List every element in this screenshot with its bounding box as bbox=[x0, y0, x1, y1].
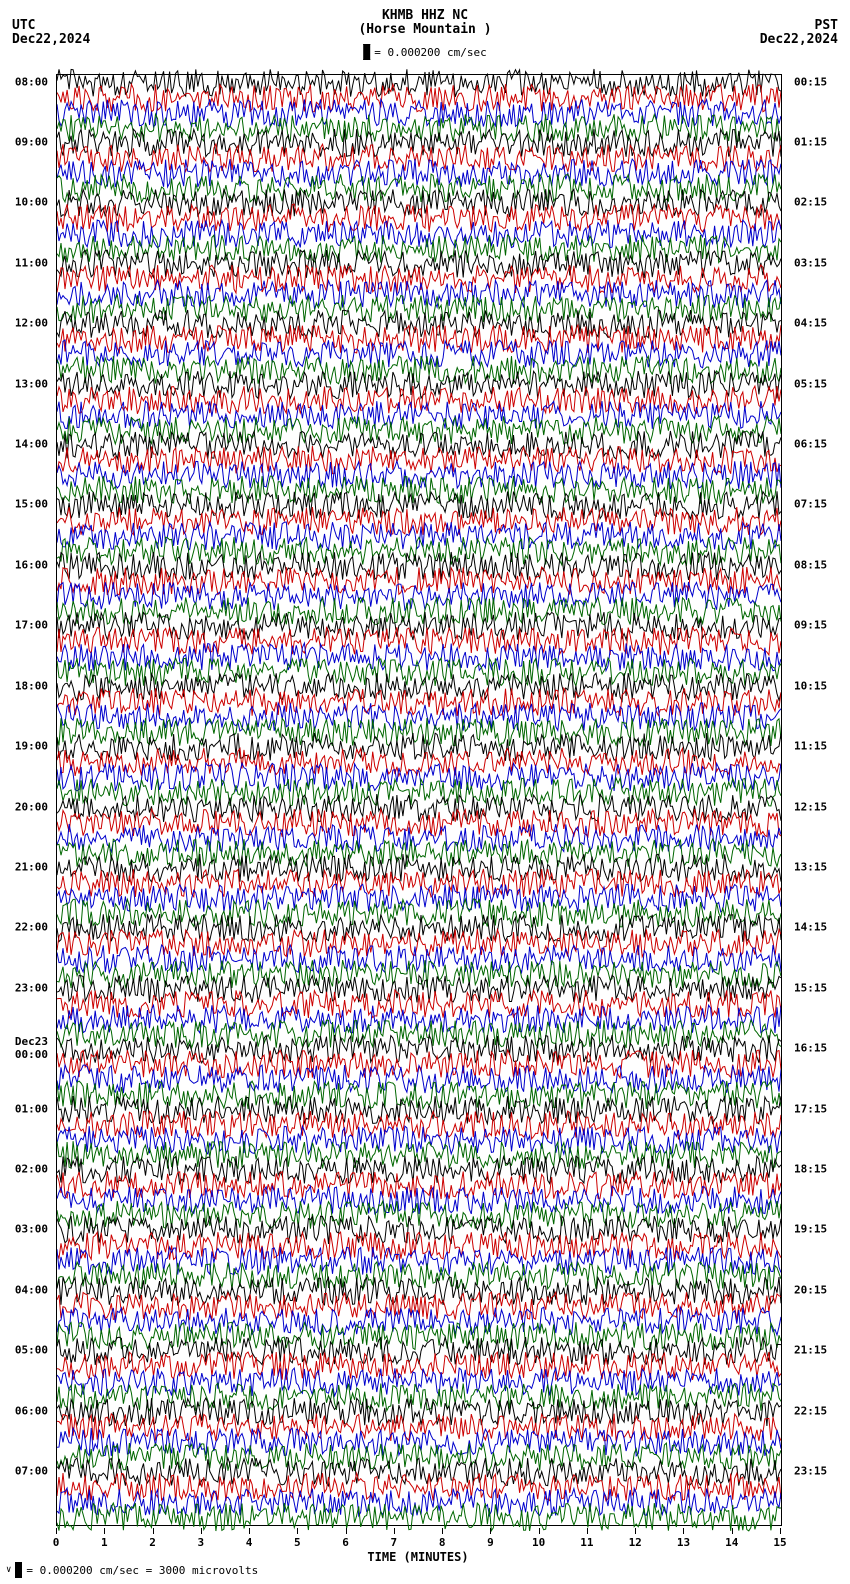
pst-hour-label: 16:15 bbox=[794, 1042, 827, 1055]
pst-label: PST bbox=[815, 18, 838, 33]
utc-hour-label: 04:00 bbox=[15, 1283, 48, 1296]
x-tick-label: 7 bbox=[391, 1536, 398, 1549]
pst-time-labels: 00:15 01:15 02:15 03:15 04:15 05:15 06:15 07:15… bbox=[790, 74, 850, 1524]
pst-hour-label: 18:15 bbox=[794, 1163, 827, 1176]
utc-hour-label: 20:00 bbox=[15, 800, 48, 813]
pst-hour-label: 20:15 bbox=[794, 1283, 827, 1296]
x-tick-label: 4 bbox=[246, 1536, 253, 1549]
pst-hour-label: 17:15 bbox=[794, 1102, 827, 1115]
pst-hour-label: 21:15 bbox=[794, 1344, 827, 1357]
utc-hour-label: 05:00 bbox=[15, 1344, 48, 1357]
pst-hour-label: 23:15 bbox=[794, 1465, 827, 1478]
x-tick-mark bbox=[297, 1528, 298, 1534]
x-axis: TIME (MINUTES) 0123456789101112131415 bbox=[56, 1528, 780, 1558]
utc-hour-label: 14:00 bbox=[15, 438, 48, 451]
utc-hour-label: 01:00 bbox=[15, 1102, 48, 1115]
pst-hour-label: 13:15 bbox=[794, 860, 827, 873]
x-tick-label: 2 bbox=[149, 1536, 156, 1549]
pst-date: Dec22,2024 bbox=[760, 32, 838, 47]
x-tick-label: 10 bbox=[532, 1536, 545, 1549]
x-tick-label: 12 bbox=[629, 1536, 642, 1549]
x-tick-mark bbox=[732, 1528, 733, 1534]
x-tick-mark bbox=[104, 1528, 105, 1534]
utc-hour-label: 15:00 bbox=[15, 498, 48, 511]
pst-hour-label: 22:15 bbox=[794, 1404, 827, 1417]
utc-date: Dec22,2024 bbox=[12, 32, 90, 47]
utc-hour-label: 08:00 bbox=[15, 75, 48, 88]
x-tick-mark bbox=[539, 1528, 540, 1534]
pst-hour-label: 10:15 bbox=[794, 679, 827, 692]
x-tick-mark bbox=[442, 1528, 443, 1534]
x-tick-label: 3 bbox=[197, 1536, 204, 1549]
utc-hour-label: 13:00 bbox=[15, 377, 48, 390]
footer-caret-icon: ∨ bbox=[6, 1565, 11, 1575]
helicorder-plot bbox=[56, 74, 782, 1526]
utc-hour-label: 03:00 bbox=[15, 1223, 48, 1236]
utc-hour-label: 06:00 bbox=[15, 1404, 48, 1417]
utc-hour-label: 12:00 bbox=[15, 317, 48, 330]
scale-indicator: = 0.000200 cm/sec bbox=[363, 44, 487, 60]
x-tick-label: 0 bbox=[53, 1536, 60, 1549]
pst-hour-label: 19:15 bbox=[794, 1223, 827, 1236]
utc-hour-label: 23:00 bbox=[15, 981, 48, 994]
pst-hour-label: 15:15 bbox=[794, 981, 827, 994]
pst-hour-label: 09:15 bbox=[794, 619, 827, 632]
utc-label: UTC bbox=[12, 18, 35, 33]
x-tick-label: 15 bbox=[773, 1536, 786, 1549]
x-tick-mark bbox=[587, 1528, 588, 1534]
utc-hour-label: 18:00 bbox=[15, 679, 48, 692]
x-tick-label: 13 bbox=[677, 1536, 690, 1549]
x-tick-mark bbox=[346, 1528, 347, 1534]
x-tick-label: 6 bbox=[342, 1536, 349, 1549]
pst-hour-label: 11:15 bbox=[794, 740, 827, 753]
pst-hour-label: 03:15 bbox=[794, 256, 827, 269]
pst-hour-label: 12:15 bbox=[794, 800, 827, 813]
pst-hour-label: 00:15 bbox=[794, 75, 827, 88]
utc-hour-label: 07:00 bbox=[15, 1465, 48, 1478]
utc-hour-label: 19:00 bbox=[15, 740, 48, 753]
x-tick-mark bbox=[153, 1528, 154, 1534]
x-tick-label: 14 bbox=[725, 1536, 738, 1549]
x-tick-mark bbox=[635, 1528, 636, 1534]
utc-hour-label: 22:00 bbox=[15, 921, 48, 934]
scale-bar-icon bbox=[15, 1562, 22, 1578]
footer-scale: ∨ = 0.000200 cm/sec = 3000 microvolts bbox=[6, 1562, 258, 1578]
pst-hour-label: 08:15 bbox=[794, 558, 827, 571]
x-tick-label: 8 bbox=[439, 1536, 446, 1549]
utc-hour-label: 09:00 bbox=[15, 135, 48, 148]
x-tick-mark bbox=[683, 1528, 684, 1534]
pst-hour-label: 01:15 bbox=[794, 135, 827, 148]
pst-hour-label: 05:15 bbox=[794, 377, 827, 390]
station-title: KHMB HHZ NC bbox=[382, 8, 468, 23]
scale-bar-icon bbox=[363, 44, 370, 60]
utc-hour-label: 21:00 bbox=[15, 860, 48, 873]
x-tick-mark bbox=[490, 1528, 491, 1534]
utc-hour-label: 11:00 bbox=[15, 256, 48, 269]
pst-hour-label: 04:15 bbox=[794, 317, 827, 330]
pst-hour-label: 06:15 bbox=[794, 438, 827, 451]
pst-hour-label: 02:15 bbox=[794, 196, 827, 209]
x-tick-mark bbox=[201, 1528, 202, 1534]
x-tick-label: 9 bbox=[487, 1536, 494, 1549]
utc-hour-label: Dec23 00:00 bbox=[15, 1035, 48, 1061]
x-axis-title: TIME (MINUTES) bbox=[367, 1550, 468, 1564]
x-tick-mark bbox=[780, 1528, 781, 1534]
scale-text: = 0.000200 cm/sec bbox=[374, 46, 487, 59]
pst-hour-label: 07:15 bbox=[794, 498, 827, 511]
utc-hour-label: 16:00 bbox=[15, 558, 48, 571]
pst-hour-label: 14:15 bbox=[794, 921, 827, 934]
x-tick-label: 1 bbox=[101, 1536, 108, 1549]
utc-hour-label: 17:00 bbox=[15, 619, 48, 632]
utc-hour-label: 02:00 bbox=[15, 1163, 48, 1176]
x-tick-mark bbox=[394, 1528, 395, 1534]
x-tick-mark bbox=[249, 1528, 250, 1534]
utc-hour-label: 10:00 bbox=[15, 196, 48, 209]
footer-text: = 0.000200 cm/sec = 3000 microvolts bbox=[26, 1564, 258, 1577]
station-subtitle: (Horse Mountain ) bbox=[358, 22, 491, 37]
utc-time-labels: 08:00 09:00 10:00 11:00 12:00 13:00 14:00 15:00… bbox=[0, 74, 52, 1524]
x-tick-mark bbox=[56, 1528, 57, 1534]
x-tick-label: 5 bbox=[294, 1536, 301, 1549]
x-tick-label: 11 bbox=[580, 1536, 593, 1549]
